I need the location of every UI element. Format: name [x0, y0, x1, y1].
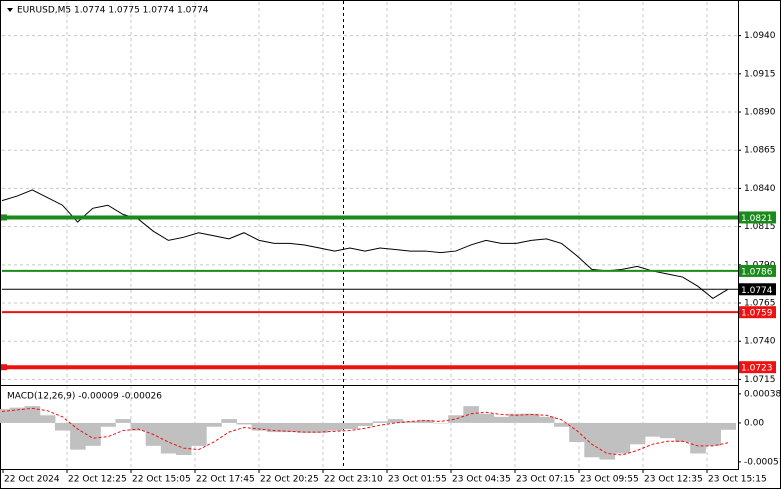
histogram-bar [705, 422, 721, 446]
histogram-bar [175, 422, 192, 456]
histogram-bar [433, 422, 449, 424]
histogram-bar [690, 422, 706, 454]
histogram-bar [236, 422, 253, 425]
histogram-bar [221, 419, 237, 423]
histogram-bar [100, 422, 116, 427]
y-tick-label: 1.0940 [744, 31, 776, 41]
histogram-bar [70, 422, 86, 450]
indicator-title: MACD(12,26,9) -0.00009 -0.00026 [7, 392, 162, 402]
histogram-bar [342, 422, 358, 430]
histogram-bar [569, 422, 585, 443]
chart-title: EURUSD,M5 1.0774 1.0775 1.0774 1.0774 [17, 6, 209, 16]
histogram-bar [0, 409, 11, 423]
x-tick-label: 22 Oct 17:45 [196, 475, 255, 485]
histogram-bar [644, 422, 661, 437]
histogram-bar [327, 422, 343, 431]
x-tick-label: 23 Oct 15:15 [708, 475, 767, 485]
histogram-bar [675, 422, 691, 443]
y-tick-label: 0.00038 [744, 389, 781, 399]
histogram-bar [54, 422, 71, 431]
y-tick-label: -0.00051 [744, 457, 781, 467]
histogram-bar [9, 407, 26, 423]
histogram-bar [160, 422, 177, 454]
histogram-bar [614, 422, 631, 454]
histogram-bar [372, 421, 389, 423]
histogram-bar [130, 422, 147, 431]
x-tick-label: 22 Oct 23:10 [324, 475, 383, 485]
y-tick-label: 1.0715 [744, 375, 776, 385]
y-tick-label: 1.0815 [744, 222, 776, 232]
histogram-bar [206, 422, 222, 427]
histogram-bar [599, 422, 616, 460]
histogram-bar [720, 422, 737, 430]
histogram-bar [659, 422, 676, 439]
histogram-bar [523, 413, 540, 423]
x-tick-label: 23 Oct 01:55 [388, 475, 447, 485]
histogram-bar [115, 419, 132, 423]
histogram-bar [554, 422, 570, 427]
histogram-bar [493, 416, 510, 423]
x-tick-label: 22 Oct 12:25 [68, 475, 127, 485]
y-tick-label: 1.0765 [744, 299, 776, 309]
histogram-bar [417, 419, 434, 423]
level-label: 1.0759 [741, 309, 773, 319]
level-label-bg [739, 361, 776, 374]
histogram-bar [538, 416, 555, 423]
y-tick-label: 1.0865 [744, 146, 776, 156]
level-marker [1, 214, 7, 221]
histogram-bar [402, 421, 419, 423]
x-tick-label: 22 Oct 20:25 [260, 475, 319, 485]
histogram-bar [448, 415, 464, 423]
level-marker [1, 364, 7, 371]
histogram-bar [508, 413, 525, 423]
y-tick-label: 1.0740 [744, 337, 776, 347]
histogram-bar [251, 422, 268, 431]
level-label-bg [739, 211, 776, 224]
histogram-bar [629, 422, 646, 445]
x-tick-label: 22 Oct 2024 [4, 475, 60, 485]
x-tick-label: 23 Oct 09:55 [580, 475, 639, 485]
histogram-bar [191, 422, 207, 446]
menu-arrow [7, 8, 13, 12]
level-label: 1.0774 [741, 286, 773, 296]
level-label-bg [739, 283, 776, 296]
level-label-bg [739, 306, 776, 319]
histogram-bar [584, 422, 600, 458]
x-tick-label: 23 Oct 04:35 [452, 475, 511, 485]
x-tick-label: 23 Oct 12:35 [644, 475, 703, 485]
histogram-bar [387, 419, 404, 423]
histogram-bar [281, 422, 298, 433]
x-tick-label: 22 Oct 15:05 [132, 475, 191, 485]
histogram-bar [357, 422, 374, 426]
histogram-bar [85, 422, 101, 446]
level-label-bg [739, 264, 776, 277]
level-label: 1.0723 [741, 364, 773, 374]
histogram-bar [266, 422, 283, 433]
histogram-bar [463, 406, 479, 423]
level-label: 1.0821 [741, 214, 773, 224]
histogram-bar [312, 422, 328, 433]
histogram-bar [478, 413, 495, 423]
histogram-bar [39, 415, 56, 423]
signal-line [1, 407, 729, 456]
histogram-bar [24, 406, 41, 423]
y-tick-label: 1.0915 [744, 69, 776, 79]
y-tick-label: 0.00 [744, 418, 764, 428]
y-tick-label: 1.0840 [744, 184, 776, 194]
level-label: 1.0786 [741, 267, 773, 277]
x-tick-label: 23 Oct 07:15 [516, 475, 575, 485]
histogram-bar [296, 422, 313, 433]
y-tick-label: 1.0890 [744, 108, 776, 118]
